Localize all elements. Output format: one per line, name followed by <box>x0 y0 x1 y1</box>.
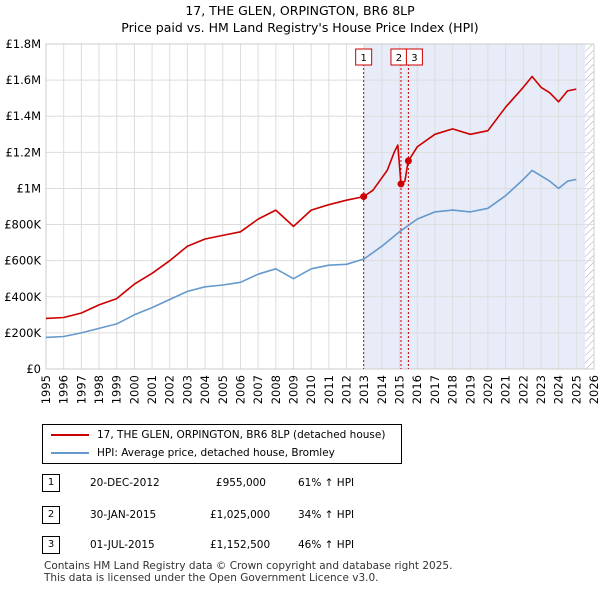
x-tick-label: 2018 <box>446 375 460 404</box>
legend: 17, THE GLEN, ORPINGTON, BR6 8LP (detach… <box>42 424 402 464</box>
legend-label-hpi: HPI: Average price, detached house, Brom… <box>97 447 335 459</box>
x-tick-label: 2005 <box>216 375 230 404</box>
x-tick-label: 1995 <box>39 375 53 404</box>
x-tick-label: 2019 <box>463 375 477 404</box>
x-tick-label: 2026 <box>587 375 600 404</box>
footer-attribution: Contains HM Land Registry data © Crown c… <box>44 560 452 584</box>
x-tick-label: 2012 <box>340 375 354 404</box>
sale-point <box>404 157 412 165</box>
y-tick-label: £0 <box>26 362 41 376</box>
x-tick-label: 2023 <box>534 375 548 404</box>
x-tick-label: 2013 <box>357 375 371 404</box>
sale-marker-label: 3 <box>411 53 417 64</box>
sale-point <box>397 180 405 188</box>
x-tick-label: 1999 <box>110 375 124 404</box>
x-tick-label: 2021 <box>499 375 513 404</box>
price-chart: £0 £200K £400K £600K £800K £1M £1.2M £1.4M £1.6M… <box>4 37 600 404</box>
transaction-row: 2 30-JAN-2015 £1,025,000 34% ↑ HPI <box>42 505 462 525</box>
transaction-price: £1,025,000 <box>210 509 271 521</box>
y-tick-label: £1M <box>16 181 41 195</box>
x-tick-label: 2004 <box>198 375 212 404</box>
chart-subtitle: Price paid vs. HM Land Registry's House … <box>121 20 479 35</box>
transaction-row: 3 01-JUL-2015 £1,152,500 46% ↑ HPI <box>42 535 462 555</box>
transaction-price: £955,000 <box>215 477 266 489</box>
x-tick-label: 1997 <box>74 375 88 404</box>
sale-point <box>360 193 368 201</box>
sale-marker-badge <box>405 48 423 66</box>
x-tick-label: 1998 <box>92 375 106 404</box>
x-tick-label: 2009 <box>286 375 300 404</box>
x-tick-label: 2006 <box>233 375 247 404</box>
transaction-date: 01-JUL-2015 <box>90 539 155 551</box>
y-tick-label: £200K <box>4 326 41 340</box>
plot-border <box>45 43 595 370</box>
legend-item-property: 17, THE GLEN, ORPINGTON, BR6 8LP (detach… <box>51 427 385 443</box>
sale-marker-label: 1 <box>360 53 366 64</box>
transaction-row: 1 20-DEC-2012 £955,000 61% ↑ HPI <box>42 473 462 493</box>
series-line-hpi <box>45 169 577 339</box>
y-tick-label: £1.2M <box>5 145 41 159</box>
x-tick-label: 2025 <box>569 375 583 404</box>
x-tick-label: 2000 <box>127 375 141 404</box>
x-tick-label: 2008 <box>269 375 283 404</box>
sale-marker-badge <box>355 48 373 66</box>
x-tick-label: 2001 <box>145 375 159 404</box>
x-tick-label: 2022 <box>516 375 530 404</box>
transaction-number: 3 <box>42 536 60 554</box>
x-tick-label: 1996 <box>57 375 71 404</box>
x-tick-label: 2017 <box>428 375 442 404</box>
legend-item-hpi: HPI: Average price, detached house, Brom… <box>51 445 335 461</box>
y-tick-label: £600K <box>4 254 41 268</box>
x-tick-label: 2003 <box>180 375 194 404</box>
y-tick-label: £1.4M <box>5 109 41 123</box>
footer-line-1: Contains HM Land Registry data © Crown c… <box>44 560 453 572</box>
legend-swatch-hpi <box>51 452 89 454</box>
transaction-hpi-diff: 61% ↑ HPI <box>298 477 355 489</box>
transaction-date: 30-JAN-2015 <box>90 509 157 521</box>
x-tick-label: 2014 <box>375 375 389 404</box>
x-tick-label: 2016 <box>410 375 424 404</box>
transaction-number: 2 <box>42 506 60 524</box>
y-tick-label: £400K <box>4 290 41 304</box>
transaction-date: 20-DEC-2012 <box>90 477 160 489</box>
legend-swatch-property <box>51 434 89 436</box>
transaction-hpi-diff: 34% ↑ HPI <box>298 509 355 521</box>
series-line-property <box>45 75 577 320</box>
transaction-price: £1,152,500 <box>210 539 271 551</box>
future-hatch-region <box>585 44 594 369</box>
legend-label-property: 17, THE GLEN, ORPINGTON, BR6 8LP (detach… <box>97 429 386 441</box>
footer-line-2: This data is licensed under the Open Gov… <box>44 572 379 584</box>
highlight-region <box>363 44 586 369</box>
transaction-number: 1 <box>42 474 60 492</box>
y-tick-label: £1.6M <box>5 73 41 87</box>
y-tick-label: £1.8M <box>5 37 41 51</box>
sale-marker-label: 2 <box>396 53 402 64</box>
x-tick-label: 2010 <box>304 375 318 404</box>
x-tick-label: 2002 <box>163 375 177 404</box>
transaction-hpi-diff: 46% ↑ HPI <box>298 539 355 551</box>
x-tick-label: 2020 <box>481 375 495 404</box>
x-tick-label: 2015 <box>393 375 407 404</box>
x-tick-label: 2024 <box>552 375 566 404</box>
x-tick-label: 2011 <box>322 375 336 404</box>
y-tick-label: £800K <box>4 218 41 232</box>
chart-title: 17, THE GLEN, ORPINGTON, BR6 8LP <box>185 3 415 18</box>
x-tick-label: 2007 <box>251 375 265 404</box>
